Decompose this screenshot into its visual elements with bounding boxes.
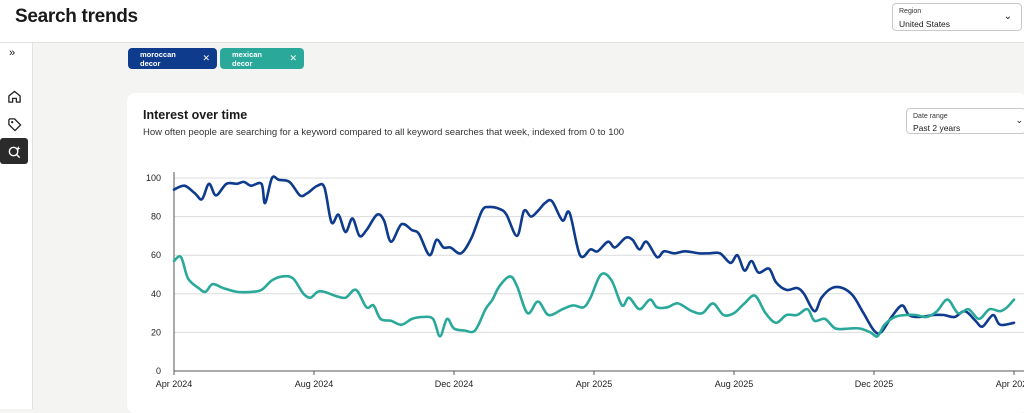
y-tick-label: 60 (151, 250, 161, 260)
close-icon[interactable]: ✕ (289, 53, 297, 63)
y-tick-label: 100 (146, 173, 161, 183)
chevron-down-icon: ⌄ (1015, 115, 1023, 125)
series-line-mexican-decor (172, 255, 1016, 338)
search-trends-icon[interactable] (0, 138, 28, 164)
interest-over-time-card: Interest over time How often people are … (127, 93, 1024, 413)
y-tick-label: 40 (151, 289, 161, 299)
x-tick-label: Apr 2024 (156, 379, 193, 389)
y-tick-label: 0 (156, 366, 161, 376)
x-tick-label: Dec 2025 (855, 379, 894, 389)
date-range-label: Date range (913, 113, 948, 120)
date-range-value: Past 2 years (913, 123, 961, 133)
x-tick-label: Aug 2024 (295, 379, 334, 389)
close-icon[interactable]: ✕ (202, 53, 210, 63)
x-tick-label: Apr 2025 (576, 379, 613, 389)
keyword-chip-mexican[interactable]: mexican decor ✕ (220, 48, 304, 69)
expand-icon[interactable]: » (9, 47, 16, 59)
sidebar: » (0, 43, 33, 409)
x-tick-label: Aug 2025 (715, 379, 754, 389)
region-label: Region (899, 8, 922, 15)
card-subtitle: How often people are searching for a key… (143, 127, 625, 138)
keyword-chip-label: mexican decor (232, 49, 263, 68)
date-range-select[interactable]: Date range Past 2 years ⌄ (906, 108, 1024, 134)
page-title: Search trends (15, 6, 138, 27)
chevron-down-icon: ⌄ (1003, 11, 1012, 22)
y-tick-label: 20 (151, 327, 161, 337)
x-tick-label: Dec 2024 (435, 379, 474, 389)
top-bar: Search trends Region United States ⌄ (0, 0, 1024, 43)
x-tick-label: Apr 2026 (996, 379, 1024, 389)
tag-icon[interactable] (0, 111, 28, 137)
keyword-chip-moroccan[interactable]: moroccan decor ✕ (128, 48, 217, 69)
region-select[interactable]: Region United States ⌄ (892, 3, 1022, 31)
card-title: Interest over time (143, 108, 248, 122)
keyword-chip-label: moroccan decor (140, 49, 176, 68)
series-line-moroccan-decor (172, 175, 1016, 335)
home-icon[interactable] (0, 83, 28, 109)
region-value: United States (899, 19, 951, 29)
y-tick-label: 80 (151, 212, 161, 222)
